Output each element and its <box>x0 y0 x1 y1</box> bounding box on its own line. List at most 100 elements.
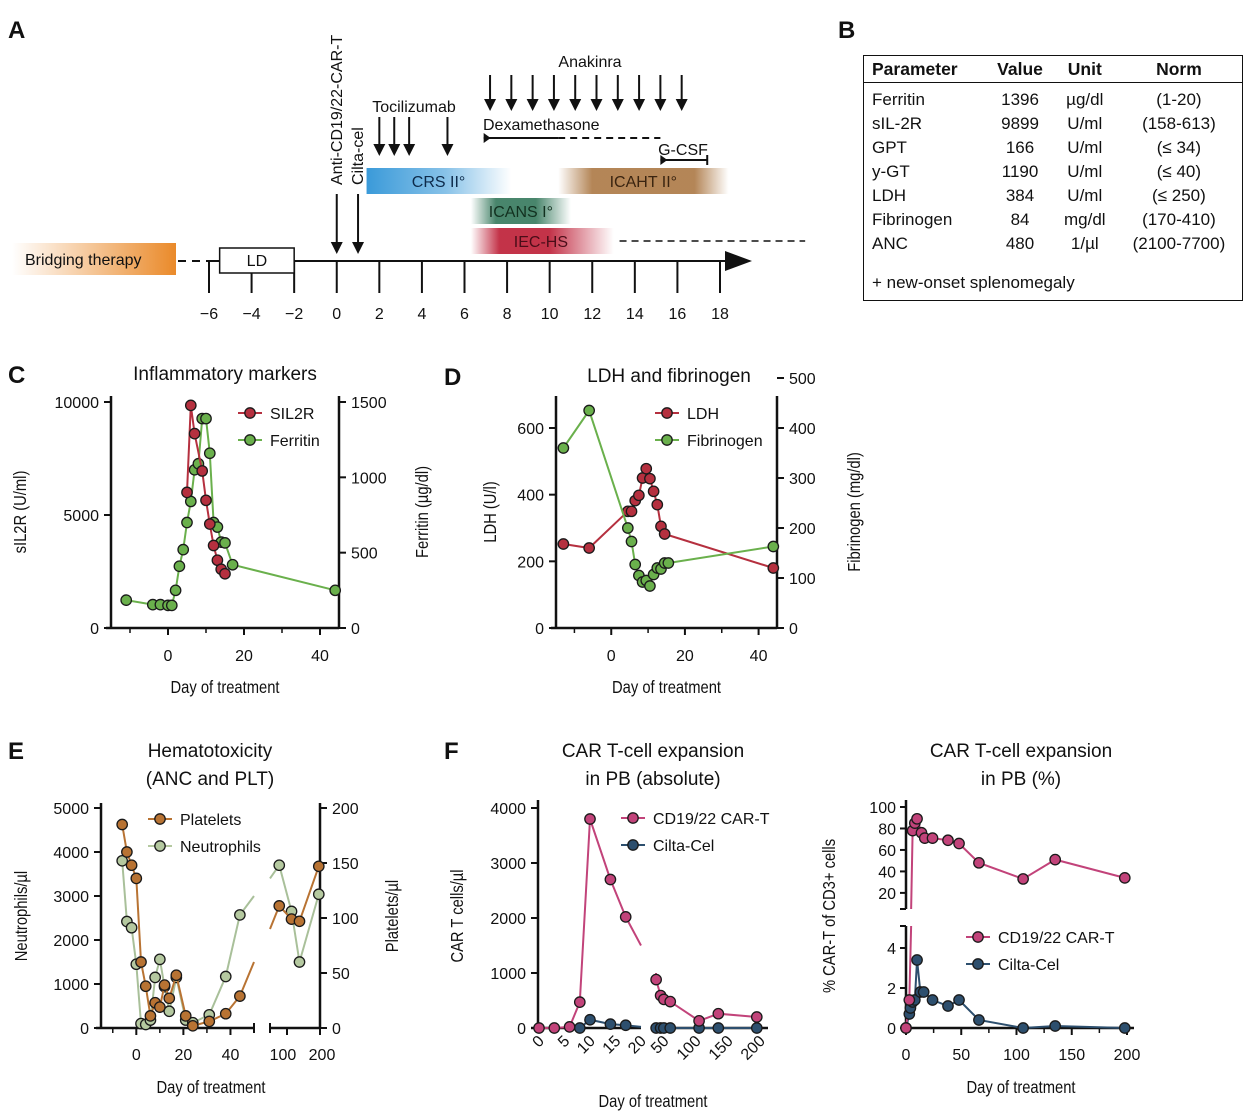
y-tick-label-upper: 100 <box>869 800 896 817</box>
timeline-tick-label: −2 <box>285 306 303 323</box>
data-point-ldh <box>644 472 656 485</box>
right-y-axis-label: Ferritin (µg/dl) <box>413 466 433 558</box>
right-y-axis-label-group: Fibrinogen (mg/dl) <box>845 452 865 572</box>
data-point-platelets <box>153 1001 166 1013</box>
legend-label: Platelets <box>180 812 241 829</box>
left-y-tick-label: 2000 <box>53 933 89 950</box>
data-point-platelets <box>170 969 183 982</box>
anakinra-label: Anakinra <box>558 54 621 71</box>
data-point-platelets <box>135 956 147 968</box>
legend-marker <box>627 839 639 851</box>
data-point-sil2r <box>181 486 193 499</box>
tocilizumab-arrow-head <box>373 144 386 156</box>
legend-label: CD19/22 CAR-T <box>998 930 1115 947</box>
header-value: Value <box>986 56 1054 83</box>
legend-label: LDH <box>687 406 719 423</box>
left-y-tick-label: 3000 <box>53 889 89 906</box>
data-point-platelets <box>139 980 152 993</box>
x-tick-label: 40 <box>750 648 768 665</box>
data-point-cilta-cel <box>1017 1022 1029 1034</box>
toxicity-bar-label: IEC-HS <box>514 234 568 251</box>
chart-title-line: CAR T-cell expansion <box>562 741 744 762</box>
data-point-platelets <box>203 1015 216 1028</box>
cell-unit: mg/dl <box>1063 210 1106 229</box>
data-point-platelets <box>144 1010 157 1022</box>
left-y-tick-label: 4000 <box>53 845 89 862</box>
x-axis-label: Day of treatment <box>967 1078 1076 1098</box>
data-point-fibrinogen <box>629 558 642 571</box>
legend-label: CD19/22 CAR-T <box>653 811 770 828</box>
right-y-tick-label: 50 <box>332 966 350 983</box>
data-point-ldh <box>647 485 660 498</box>
legend-marker <box>661 407 673 419</box>
panel-letter-d: D <box>444 364 462 391</box>
cell-norm: (≤ 40) <box>1156 162 1202 181</box>
legend-marker <box>972 931 984 943</box>
data-point <box>750 1011 763 1023</box>
data-point-platelets <box>219 1007 232 1020</box>
right-y-axis-label-group: Platelets/µl <box>383 880 403 952</box>
cell-unit: U/ml <box>1067 186 1103 205</box>
data-point-ferritin <box>169 584 182 597</box>
anakinra-arrow-head <box>633 99 646 111</box>
data-point-sil2r <box>203 518 216 530</box>
timeline-tick-label: 2 <box>375 306 384 323</box>
x-axis-label-group: Day of treatment <box>599 1092 708 1112</box>
header-unit: Unit <box>1053 56 1116 83</box>
right-y-tick-label: 1500 <box>351 395 387 412</box>
cell-parameter: Ferritin <box>872 90 925 109</box>
data-point <box>693 1014 705 1027</box>
chart-title: LDH and fibrinogen <box>587 366 751 387</box>
data-point-cd19-22 <box>953 837 965 850</box>
timeline-tick-label: 8 <box>503 306 512 323</box>
left-y-tick-label: 10000 <box>55 395 100 412</box>
x-tick-label: 0 <box>902 1047 911 1064</box>
data-point <box>712 1022 725 1034</box>
data-point-sil2r <box>184 399 197 412</box>
x-axis-label: Day of treatment <box>612 678 721 698</box>
data-point-platelets <box>179 1010 192 1022</box>
chart-title-line: in PB (absolute) <box>585 769 720 790</box>
data-point-sil2r <box>200 494 212 507</box>
data-point-sil2r <box>196 465 209 477</box>
x-tick-label: 20 <box>174 1047 192 1064</box>
right-y-tick-label: 150 <box>332 856 359 873</box>
infusion-arrow-head <box>352 242 365 254</box>
toxicity-bar <box>366 168 512 194</box>
data-point <box>604 873 617 886</box>
x-tick-label: 150 <box>1058 1047 1085 1064</box>
anakinra-arrow-head <box>547 99 560 111</box>
table-row: sIL-2R 9899 U/ml (158-613) <box>864 112 1242 136</box>
data-point-fibrinogen <box>662 557 675 569</box>
data-point-ferritin <box>173 560 186 573</box>
x-axis-label-group: Day of treatment <box>967 1078 1076 1098</box>
data-point-cd19-22 <box>973 856 985 869</box>
left-y-axis-label: sIL2R (U/ml) <box>11 471 31 554</box>
table-row: LDH 384 U/ml (≤ 250) <box>864 184 1242 208</box>
data-point <box>604 1018 617 1031</box>
data-point-ldh <box>583 542 596 554</box>
y-tick-label-lower: 0 <box>887 1021 896 1038</box>
legend-marker <box>661 434 673 446</box>
data-point-ferritin <box>120 594 133 606</box>
right-y-tick-label: 1000 <box>351 470 387 487</box>
data-point <box>664 1022 677 1034</box>
gcsf-start-marker <box>660 155 668 165</box>
data-point-cilta-cel <box>1049 1020 1062 1032</box>
gcsf-label: G-CSF <box>658 142 708 159</box>
cell-value: 1396 <box>1001 90 1039 109</box>
right-y-axis-label-group: Ferritin (µg/dl) <box>413 466 433 558</box>
panel-letter-f: F <box>444 738 459 765</box>
treatment-timeline: Bridging therapy −6 −4 −2 0 2 4 6 8 10 12 14 16 18 LD A… <box>12 35 806 323</box>
y-tick-label: 1000 <box>490 966 526 983</box>
data-point-fibrinogen <box>583 404 596 417</box>
infusion-arrow-head <box>330 242 343 254</box>
left-y-tick-label: 600 <box>517 421 544 438</box>
table-header-row: Parameter Value Unit Norm <box>864 56 1242 83</box>
data-point-ldh <box>651 498 664 511</box>
right-y-tick-label: 200 <box>789 521 816 538</box>
data-point <box>573 996 586 1009</box>
table-row: ANC 480 1/µl (2100-7700) <box>864 232 1242 256</box>
y-axis-label-group: % CAR-T of CD3+ cells <box>820 839 840 993</box>
